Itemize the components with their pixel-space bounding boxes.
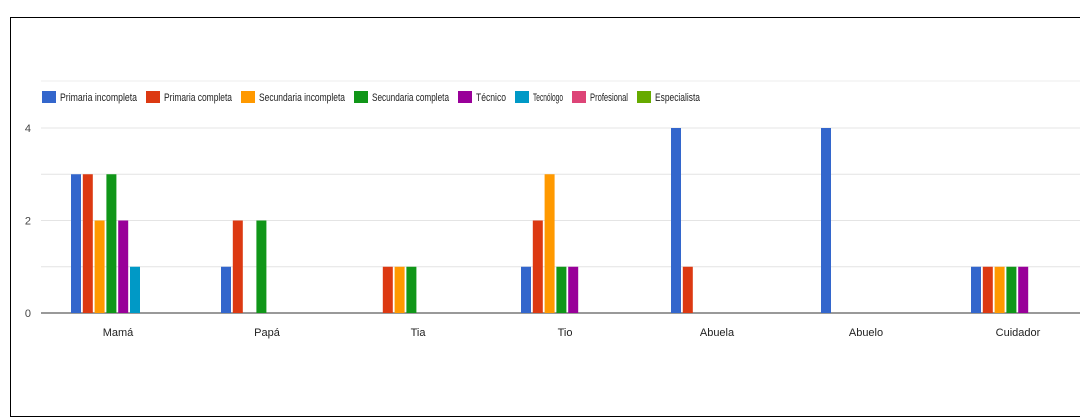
bar-cuidador-tecnico[interactable] (1018, 266, 1029, 313)
bar-tio-primaria-incompleta[interactable] (521, 266, 531, 313)
legend-label: Secundaria incompleta (259, 92, 346, 104)
legend-item-profesional[interactable]: Profesional (572, 91, 628, 104)
legend-swatch (572, 91, 586, 103)
legend-item-primaria-incompleta[interactable]: Primaria incompleta (42, 91, 138, 104)
legend-swatch (146, 91, 160, 103)
bar-tia-secundaria-incompleta[interactable] (394, 266, 405, 313)
bar-cuidador-secundaria-completa[interactable] (1006, 266, 1017, 313)
x-axis: Mamá Papá Tia Tio Abuela Abuelo Cuidador (103, 327, 1041, 339)
legend-label: Técnico (476, 92, 506, 104)
category-label-papa: Papá (254, 327, 281, 339)
bar-tio-secundaria-completa[interactable] (556, 266, 567, 313)
legend-swatch (42, 91, 56, 103)
bar-mama-tecnico[interactable] (118, 220, 129, 314)
bar-mama-primaria-incompleta[interactable] (71, 174, 81, 313)
legend-label: Especialista (655, 92, 701, 104)
category-label-mama: Mamá (103, 327, 134, 339)
legend-item-especialista[interactable]: Especialista (637, 91, 701, 104)
category-label-abuela: Abuela (700, 327, 735, 339)
bar-papa-secundaria-completa[interactable] (256, 220, 267, 314)
bar-mama-tecnologo[interactable] (130, 266, 140, 313)
bars (71, 128, 1029, 314)
legend-item-secundaria-incompleta[interactable]: Secundaria incompleta (241, 91, 346, 104)
bar-papa-primaria-incompleta[interactable] (221, 266, 231, 313)
legend-swatch (515, 91, 529, 103)
bar-chart: Primaria incompleta Primaria completa Secu… (25, 80, 1080, 339)
legend-label: Profesional (590, 92, 628, 104)
bar-cuidador-primaria-incompleta[interactable] (971, 266, 981, 313)
category-label-tia: Tia (411, 327, 427, 339)
bar-cuidador-secundaria-incompleta[interactable] (994, 266, 1005, 313)
bar-cuidador-primaria-completa[interactable] (982, 266, 993, 313)
category-label-tio: Tio (558, 327, 573, 339)
y-axis: 0 2 4 (25, 123, 31, 320)
legend-item-primaria-completa[interactable]: Primaria completa (146, 91, 233, 104)
chart-frame: Primaria incompleta Primaria completa Secu… (10, 17, 1080, 417)
legend-label: Primaria incompleta (60, 92, 138, 104)
y-tick-label: 4 (25, 123, 31, 135)
legend-swatch (354, 91, 368, 103)
bar-papa-primaria-completa[interactable] (232, 220, 243, 314)
category-label-cuidador: Cuidador (996, 327, 1041, 339)
bar-tia-secundaria-completa[interactable] (406, 266, 417, 313)
legend-item-tecnico[interactable]: Técnico (458, 91, 506, 104)
legend-swatch (241, 91, 255, 103)
bar-mama-primaria-completa[interactable] (82, 174, 93, 313)
legend-label: Tecnólogo (533, 92, 563, 104)
bar-abuela-primaria-completa[interactable] (682, 266, 693, 313)
category-label-abuelo: Abuelo (849, 327, 883, 339)
bar-abuelo-primaria-incompleta[interactable] (821, 128, 831, 313)
gridlines (41, 80, 1080, 314)
legend-swatch (458, 91, 472, 103)
bar-tio-primaria-completa[interactable] (532, 220, 543, 314)
legend-item-tecnologo[interactable]: Tecnólogo (515, 91, 563, 104)
y-tick-label: 2 (25, 216, 31, 228)
legend-label: Secundaria completa (372, 92, 450, 104)
legend-label: Primaria completa (164, 92, 233, 104)
legend-swatch (637, 91, 651, 103)
bar-mama-secundaria-incompleta[interactable] (94, 220, 105, 314)
bar-tio-tecnico[interactable] (568, 266, 579, 313)
legend: Primaria incompleta Primaria completa Secu… (42, 91, 701, 104)
bar-mama-secundaria-completa[interactable] (106, 174, 117, 313)
bar-abuela-primaria-incompleta[interactable] (671, 128, 681, 313)
bar-tio-secundaria-incompleta[interactable] (544, 174, 555, 313)
bar-tia-primaria-completa[interactable] (382, 266, 393, 313)
y-tick-label: 0 (25, 308, 31, 320)
legend-item-secundaria-completa[interactable]: Secundaria completa (354, 91, 450, 104)
